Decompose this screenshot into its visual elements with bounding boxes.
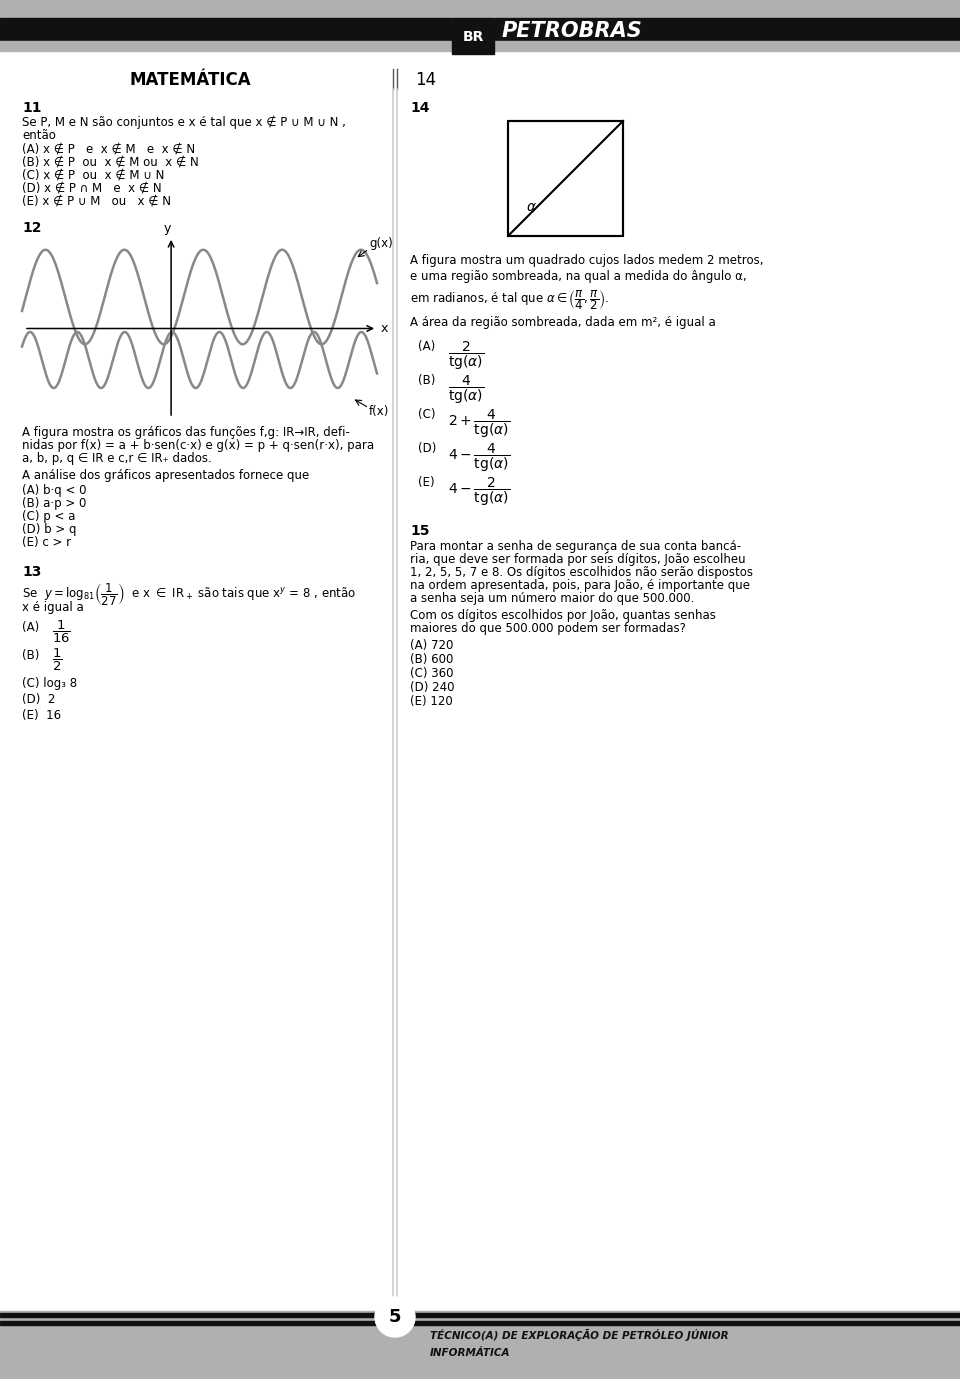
Text: maiores do que 500.000 podem ser formadas?: maiores do que 500.000 podem ser formada… xyxy=(410,622,685,634)
Bar xyxy=(0,1313,960,1317)
Bar xyxy=(0,18,960,41)
Text: (E)  16: (E) 16 xyxy=(22,709,61,723)
Text: TÉCNICO(A) DE EXPLORAÇÃO DE PETRÓLEO JÚNIOR: TÉCNICO(A) DE EXPLORAÇÃO DE PETRÓLEO JÚN… xyxy=(430,1329,729,1340)
Text: $\dfrac{4}{\mathrm{tg}(\alpha)}$: $\dfrac{4}{\mathrm{tg}(\alpha)}$ xyxy=(448,374,484,407)
Polygon shape xyxy=(508,121,623,236)
Text: 14: 14 xyxy=(410,101,429,114)
Text: nidas por f(x) = a + b·sen(c·x) e g(x) = p + q·sen(r·x), para: nidas por f(x) = a + b·sen(c·x) e g(x) =… xyxy=(22,439,374,452)
Text: a, b, p, q ∈ IR e c,r ∈ IR₊ dados.: a, b, p, q ∈ IR e c,r ∈ IR₊ dados. xyxy=(22,452,212,465)
Text: $\dfrac{1}{2}$: $\dfrac{1}{2}$ xyxy=(52,647,62,673)
Text: $4 - \dfrac{4}{\mathrm{tg}(\alpha)}$: $4 - \dfrac{4}{\mathrm{tg}(\alpha)}$ xyxy=(448,443,510,474)
Text: 15: 15 xyxy=(410,524,429,538)
Text: A figura mostra os gráficos das funções f,g: IR→IR, defi-: A figura mostra os gráficos das funções … xyxy=(22,426,349,439)
Text: (A) x ∉ P   e  x ∉ M   e  x ∉ N: (A) x ∉ P e x ∉ M e x ∉ N xyxy=(22,142,195,154)
Bar xyxy=(0,0,960,18)
Text: $2 + \dfrac{4}{\mathrm{tg}(\alpha)}$: $2 + \dfrac{4}{\mathrm{tg}(\alpha)}$ xyxy=(448,408,510,440)
Text: (D)  2: (D) 2 xyxy=(22,694,56,706)
Text: (A) 720: (A) 720 xyxy=(410,638,453,652)
Text: e uma região sombreada, na qual a medida do ângulo α,: e uma região sombreada, na qual a medida… xyxy=(410,270,747,283)
Text: BR: BR xyxy=(463,30,484,44)
Text: na ordem apresentada, pois, para João, é importante que: na ordem apresentada, pois, para João, é… xyxy=(410,579,750,592)
Text: então: então xyxy=(22,130,56,142)
Text: $4 - \dfrac{2}{\mathrm{tg}(\alpha)}$: $4 - \dfrac{2}{\mathrm{tg}(\alpha)}$ xyxy=(448,476,510,509)
Text: Com os dígitos escolhidos por João, quantas senhas: Com os dígitos escolhidos por João, quan… xyxy=(410,610,716,622)
Text: ria, que deve ser formada por seis dígitos, João escolheu: ria, que deve ser formada por seis dígit… xyxy=(410,553,746,565)
Text: (A): (A) xyxy=(418,341,435,353)
Text: x é igual a: x é igual a xyxy=(22,601,84,614)
Text: PETROBRAS: PETROBRAS xyxy=(502,21,643,41)
Text: 1, 2, 5, 5, 7 e 8. Os dígitos escolhidos não serão dispostos: 1, 2, 5, 5, 7 e 8. Os dígitos escolhidos… xyxy=(410,565,753,579)
Text: (D) 240: (D) 240 xyxy=(410,681,454,694)
Text: g(x): g(x) xyxy=(369,237,393,250)
Text: (B) 600: (B) 600 xyxy=(410,654,453,666)
Text: Se  $y = \log_{81}\!\left(\dfrac{1}{27}\right)$  e x $\in$ IR$_+$ são tais que x: Se $y = \log_{81}\!\left(\dfrac{1}{27}\r… xyxy=(22,581,356,607)
Bar xyxy=(452,0,494,18)
Text: 14: 14 xyxy=(415,70,436,90)
Bar xyxy=(0,1311,960,1379)
Text: a senha seja um número maior do que 500.000.: a senha seja um número maior do que 500.… xyxy=(410,592,694,605)
Text: $\dfrac{1}{16}$: $\dfrac{1}{16}$ xyxy=(52,619,71,645)
Text: (A) b·q < 0: (A) b·q < 0 xyxy=(22,484,86,496)
Text: (B): (B) xyxy=(22,650,39,662)
Text: (C) x ∉ P  ou  x ∉ M ∪ N: (C) x ∉ P ou x ∉ M ∪ N xyxy=(22,168,164,181)
Text: (D) b > q: (D) b > q xyxy=(22,523,77,536)
Text: (B) x ∉ P  ou  x ∉ M ou  x ∉ N: (B) x ∉ P ou x ∉ M ou x ∉ N xyxy=(22,154,199,168)
Bar xyxy=(508,121,623,236)
Text: (C) log₃ 8: (C) log₃ 8 xyxy=(22,677,77,690)
Text: (E): (E) xyxy=(418,476,435,490)
Text: Se P, M e N são conjuntos e x é tal que x ∉ P ∪ M ∪ N ,: Se P, M e N são conjuntos e x é tal que … xyxy=(22,116,346,130)
Text: (D) x ∉ P ∩ M   e  x ∉ N: (D) x ∉ P ∩ M e x ∉ N xyxy=(22,181,161,194)
Text: 11: 11 xyxy=(22,101,41,114)
Text: 5: 5 xyxy=(389,1309,401,1327)
Text: em radianos, é tal que $\alpha \in \left(\dfrac{\pi}{4},\dfrac{\pi}{2}\right)$.: em radianos, é tal que $\alpha \in \left… xyxy=(410,288,610,312)
Text: (E) x ∉ P ∪ M   ou   x ∉ N: (E) x ∉ P ∪ M ou x ∉ N xyxy=(22,194,171,207)
Bar xyxy=(508,121,623,236)
Text: (C): (C) xyxy=(418,408,436,421)
Text: (C) 360: (C) 360 xyxy=(410,667,453,680)
Text: (E) c > r: (E) c > r xyxy=(22,536,71,549)
Circle shape xyxy=(375,1298,415,1338)
Text: (E) 120: (E) 120 xyxy=(410,695,453,707)
Text: INFORMÁTICA: INFORMÁTICA xyxy=(430,1349,511,1358)
Text: x: x xyxy=(381,323,389,335)
Text: $\alpha$: $\alpha$ xyxy=(526,200,537,214)
Text: MATEMÁTICA: MATEMÁTICA xyxy=(130,70,251,90)
Bar xyxy=(452,18,494,54)
Text: (B) a·p > 0: (B) a·p > 0 xyxy=(22,496,86,510)
Text: $\dfrac{2}{\mathrm{tg}(\alpha)}$: $\dfrac{2}{\mathrm{tg}(\alpha)}$ xyxy=(448,341,484,372)
Text: A figura mostra um quadrado cujos lados medem 2 metros,: A figura mostra um quadrado cujos lados … xyxy=(410,254,763,268)
Text: (D): (D) xyxy=(418,443,437,455)
Text: (A): (A) xyxy=(22,621,39,634)
Text: 13: 13 xyxy=(22,565,41,579)
Bar xyxy=(0,1321,960,1325)
Text: (B): (B) xyxy=(418,374,436,387)
Text: y: y xyxy=(163,222,171,234)
Text: A área da região sombreada, dada em m², é igual a: A área da região sombreada, dada em m², … xyxy=(410,316,716,330)
Text: 12: 12 xyxy=(22,221,41,234)
Text: (C) p < a: (C) p < a xyxy=(22,510,76,523)
Text: A análise dos gráficos apresentados fornece que: A análise dos gráficos apresentados forn… xyxy=(22,469,309,483)
Text: f(x): f(x) xyxy=(369,405,390,418)
Text: Para montar a senha de segurança de sua conta bancá-: Para montar a senha de segurança de sua … xyxy=(410,541,741,553)
Bar xyxy=(0,41,960,51)
